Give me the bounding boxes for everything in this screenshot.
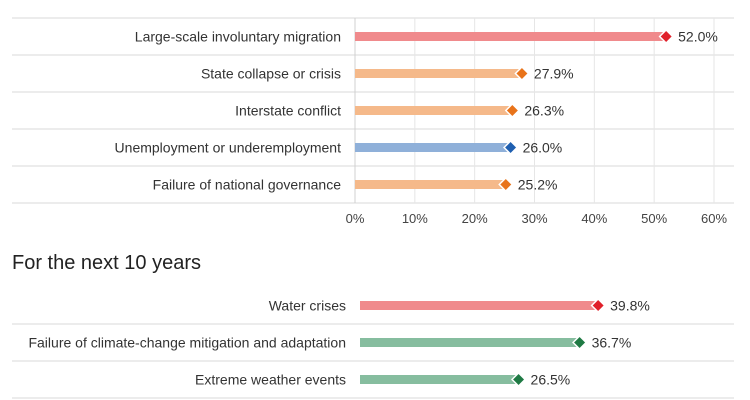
bar-marker (514, 65, 530, 82)
bar-marker (572, 334, 588, 351)
bar-marker (590, 297, 606, 314)
data-label: 26.0% (523, 140, 563, 156)
bar (355, 180, 506, 189)
category-label: Unemployment or underemployment (115, 140, 342, 156)
bar (360, 301, 599, 310)
bar (355, 106, 513, 115)
category-label: Failure of climate-change mitigation and… (28, 335, 346, 351)
category-label: Interstate conflict (235, 103, 341, 119)
x-tick-label: 0% (346, 211, 365, 226)
x-tick-label: 40% (581, 211, 607, 226)
bar-marker (658, 28, 674, 45)
category-label: State collapse or crisis (201, 66, 341, 82)
data-label: 27.9% (534, 66, 574, 82)
category-label: Water crises (269, 298, 346, 314)
bar (360, 338, 580, 347)
data-label: 52.0% (678, 29, 718, 45)
category-label: Extreme weather events (195, 372, 346, 388)
data-label: 26.5% (531, 372, 571, 388)
data-label: 26.3% (524, 103, 564, 119)
bar (355, 143, 511, 152)
category-label: Large-scale involuntary migration (135, 29, 341, 45)
section-title-next-10-years: For the next 10 years (12, 252, 201, 274)
x-tick-label: 50% (641, 211, 667, 226)
x-tick-label: 60% (701, 211, 727, 226)
chart-next-10-years: Water crises 39.8% Failure of climate-chan… (12, 297, 734, 399)
data-label: 36.7% (592, 335, 632, 351)
bar (355, 32, 667, 41)
bar (360, 375, 519, 384)
category-label: Failure of national governance (153, 177, 342, 193)
x-tick-label: 30% (521, 211, 547, 226)
bar-marker (510, 371, 527, 388)
chart-current-risks: 0% 10% 20% 30% 40% 50% 60% Large-scale involunt… (12, 17, 734, 226)
data-label: 25.2% (518, 177, 558, 193)
bar (355, 69, 522, 78)
bar-marker (503, 139, 519, 156)
data-label: 39.8% (610, 298, 650, 314)
x-tick-label: 20% (462, 211, 488, 226)
x-tick-label: 10% (402, 211, 428, 226)
bar-marker (504, 102, 520, 119)
bar-marker (498, 176, 514, 193)
